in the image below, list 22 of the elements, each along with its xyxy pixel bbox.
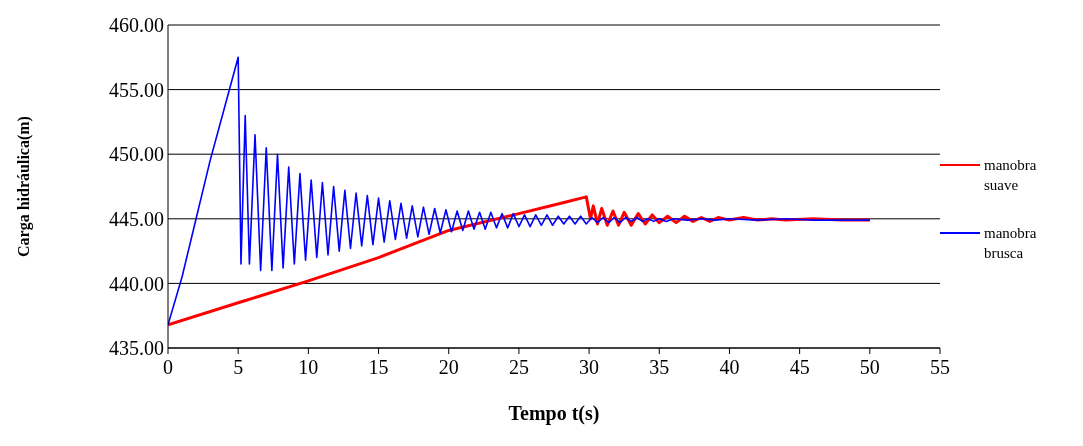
y-tick-label: 440.00 (109, 272, 164, 295)
x-tick-label: 10 (298, 356, 319, 379)
x-tick-label: 20 (438, 356, 459, 379)
x-tick-label: 40 (719, 356, 740, 379)
x-tick-label: 25 (508, 356, 529, 379)
legend-label: manobra suave (984, 156, 1038, 195)
y-tick-label: 460.00 (109, 14, 164, 37)
y-tick-label: 445.00 (109, 207, 164, 230)
x-tick-label: 35 (649, 356, 670, 379)
x-tick-label: 30 (579, 356, 600, 379)
y-axis-title: Carga hidráulica(m) (14, 116, 33, 257)
legend-label: manobra brusca (984, 224, 1038, 263)
x-tick-label: 5 (233, 356, 244, 379)
x-tick-label: 50 (859, 356, 880, 379)
x-axis-title: Tempo t(s) (508, 402, 600, 425)
y-tick-label: 455.00 (109, 78, 164, 101)
x-tick-label: 0 (163, 356, 173, 379)
y-tick-label: 450.00 (109, 143, 164, 166)
x-tick-label: 45 (789, 356, 810, 379)
y-tick-label: 435.00 (109, 337, 164, 360)
x-tick-label: 15 (368, 356, 389, 379)
x-tick-label: 55 (930, 356, 950, 379)
